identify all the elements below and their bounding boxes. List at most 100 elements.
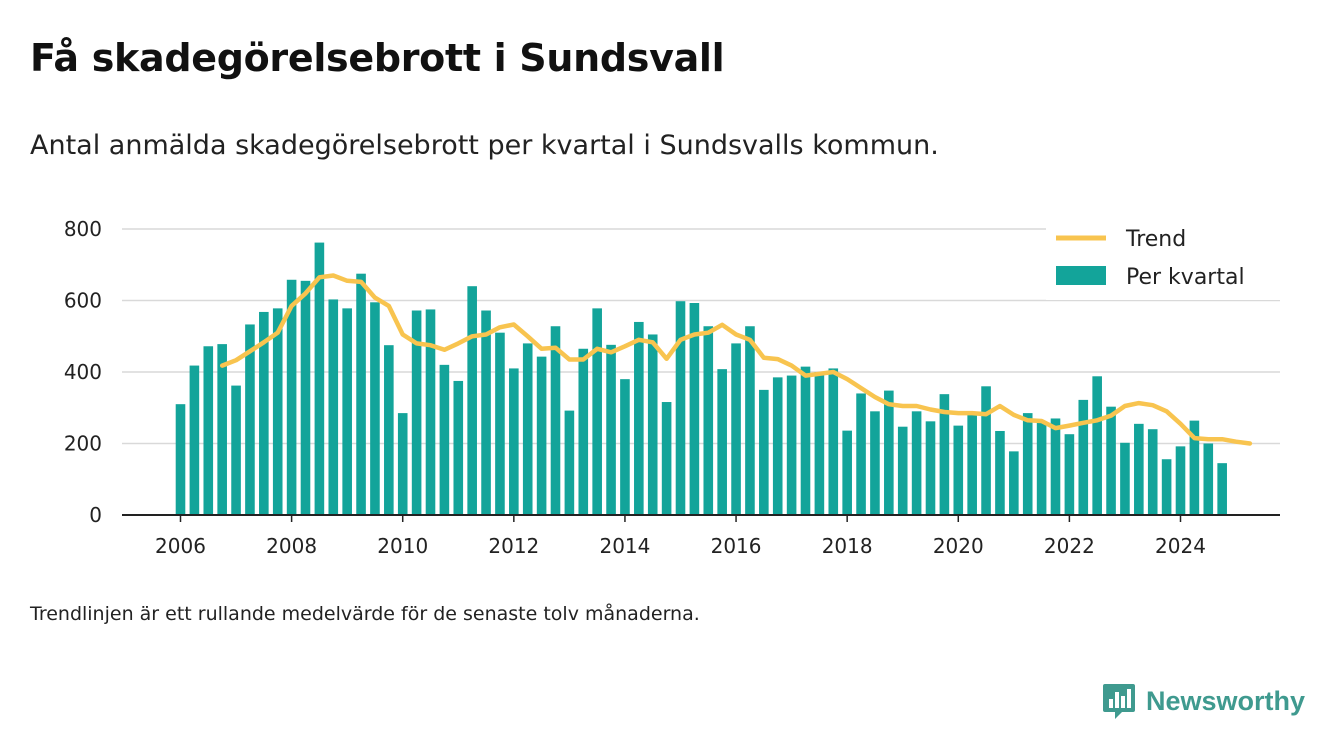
bar-per-kvartal bbox=[259, 311, 269, 515]
bar-per-kvartal bbox=[342, 308, 352, 515]
bar-per-kvartal bbox=[578, 348, 589, 515]
bar-per-kvartal bbox=[911, 411, 922, 515]
bar-per-kvartal bbox=[745, 326, 755, 515]
bar-per-kvartal bbox=[995, 430, 1005, 515]
bar-per-kvartal bbox=[925, 421, 936, 515]
bar-per-kvartal bbox=[800, 366, 811, 515]
bar-per-kvartal bbox=[1064, 434, 1075, 515]
bar-per-kvartal bbox=[1175, 446, 1186, 515]
bar-per-kvartal bbox=[203, 346, 214, 515]
bar-per-kvartal bbox=[356, 273, 366, 515]
bar-per-kvartal bbox=[439, 364, 450, 515]
bar-per-kvartal bbox=[856, 393, 866, 515]
bar-per-kvartal bbox=[759, 389, 769, 515]
bar-per-kvartal bbox=[1203, 443, 1214, 515]
bar-per-kvartal bbox=[522, 343, 533, 515]
bar-per-kvartal bbox=[953, 425, 964, 515]
bar-per-kvartal bbox=[1217, 463, 1227, 515]
x-tick-label: 2020 bbox=[933, 534, 984, 558]
bar-per-kvartal bbox=[717, 369, 727, 515]
bar-per-kvartal bbox=[1134, 423, 1144, 515]
legend-label-per-kvartal: Per kvartal bbox=[1126, 265, 1245, 290]
trend-line-layer bbox=[219, 273, 1253, 446]
x-tick-label: 2006 bbox=[155, 534, 206, 558]
x-tick-label: 2016 bbox=[711, 534, 762, 558]
bar-per-kvartal bbox=[467, 286, 477, 515]
bar-per-kvartal bbox=[397, 413, 408, 515]
chart-subtitle: Antal anmälda skadegörelsebrott per kvar… bbox=[30, 130, 939, 161]
legend-swatch-per-kvartal bbox=[1056, 266, 1106, 285]
bar-per-kvartal bbox=[661, 402, 672, 515]
bar-per-kvartal bbox=[1078, 399, 1089, 515]
bar-per-kvartal bbox=[1161, 459, 1172, 515]
y-tick-label: 400 bbox=[64, 360, 102, 384]
bar-chart-speech-bubble-icon bbox=[1103, 684, 1135, 719]
x-tick-label: 2022 bbox=[1044, 534, 1095, 558]
x-tick-label: 2012 bbox=[488, 534, 539, 558]
bar-per-kvartal bbox=[606, 344, 616, 515]
bar-per-kvartal bbox=[703, 326, 714, 515]
bar-per-kvartal bbox=[592, 308, 602, 515]
bar-per-kvartal bbox=[620, 379, 630, 515]
bar-per-kvartal bbox=[300, 280, 311, 515]
footnote: Trendlinjen är ett rullande medelvärde f… bbox=[30, 603, 700, 625]
bar-per-kvartal bbox=[272, 308, 283, 515]
x-tick-label: 2008 bbox=[266, 534, 317, 558]
bar-per-kvartal bbox=[981, 386, 991, 515]
bar-per-kvartal bbox=[384, 345, 394, 515]
bar-per-kvartal bbox=[509, 368, 519, 515]
x-tick-label: 2014 bbox=[599, 534, 650, 558]
bar-per-kvartal bbox=[1189, 420, 1200, 515]
bar-per-kvartal bbox=[425, 309, 436, 515]
bar-per-kvartal bbox=[1147, 429, 1158, 515]
legend-box bbox=[1046, 220, 1280, 300]
bar-per-kvartal bbox=[286, 279, 297, 515]
y-tick-label: 200 bbox=[64, 432, 102, 456]
bar-per-kvartal bbox=[481, 310, 491, 515]
bar-per-kvartal bbox=[314, 242, 325, 515]
bar-per-kvartal bbox=[675, 301, 686, 515]
newsworthy-logo[interactable]: Newsworthy bbox=[1102, 682, 1305, 720]
bar-per-kvartal bbox=[536, 356, 547, 515]
bar-per-kvartal bbox=[647, 334, 658, 515]
bar-per-kvartal bbox=[731, 343, 741, 515]
legend: Trend Per kvartal bbox=[1046, 220, 1280, 300]
bar-per-kvartal bbox=[370, 302, 380, 515]
bar-per-kvartal bbox=[231, 385, 241, 515]
bar-per-kvartal bbox=[217, 344, 227, 515]
bar-per-kvartal bbox=[1050, 418, 1061, 515]
bar-per-kvartal bbox=[689, 303, 700, 515]
bar-per-kvartal bbox=[495, 332, 505, 515]
bar-per-kvartal bbox=[175, 404, 186, 515]
trend-line bbox=[219, 273, 1253, 446]
bar-per-kvartal bbox=[1106, 406, 1116, 515]
bar-per-kvartal bbox=[939, 394, 950, 515]
bar-per-kvartal bbox=[1036, 420, 1047, 515]
y-tick-label: 800 bbox=[64, 217, 102, 241]
bar-per-kvartal bbox=[411, 310, 422, 515]
bar-per-kvartal bbox=[842, 430, 852, 515]
bar-per-kvartal bbox=[897, 426, 908, 515]
bar-per-kvartal bbox=[245, 324, 255, 515]
bar-per-kvartal bbox=[786, 375, 797, 515]
bar-per-kvartal bbox=[884, 390, 894, 515]
bar-per-kvartal bbox=[328, 299, 339, 515]
x-tick-label: 2010 bbox=[377, 534, 428, 558]
x-tick-label: 2024 bbox=[1155, 534, 1206, 558]
bar-per-kvartal bbox=[453, 380, 464, 515]
y-tick-label: 600 bbox=[64, 289, 102, 313]
axes: 0 200 400 600 800 2006 2008 2010 2012 2014 2016 201… bbox=[64, 217, 1280, 558]
bar-per-kvartal bbox=[772, 377, 783, 515]
bar-per-kvartal bbox=[1120, 442, 1130, 515]
bar-per-kvartal bbox=[967, 414, 977, 515]
x-tick-label: 2018 bbox=[822, 534, 873, 558]
bar-per-kvartal bbox=[564, 410, 575, 515]
bar-per-kvartal bbox=[1009, 451, 1019, 515]
bar-line-chart: 0 200 400 600 800 2006 2008 2010 2012 2014 2016 201… bbox=[64, 217, 1280, 558]
y-tick-label: 0 bbox=[89, 503, 102, 527]
legend-label-trend: Trend bbox=[1125, 227, 1186, 252]
brand-name: Newsworthy bbox=[1146, 685, 1306, 716]
bars-per-kvartal bbox=[175, 242, 1227, 515]
bar-per-kvartal bbox=[828, 368, 839, 515]
bar-per-kvartal bbox=[550, 326, 561, 515]
